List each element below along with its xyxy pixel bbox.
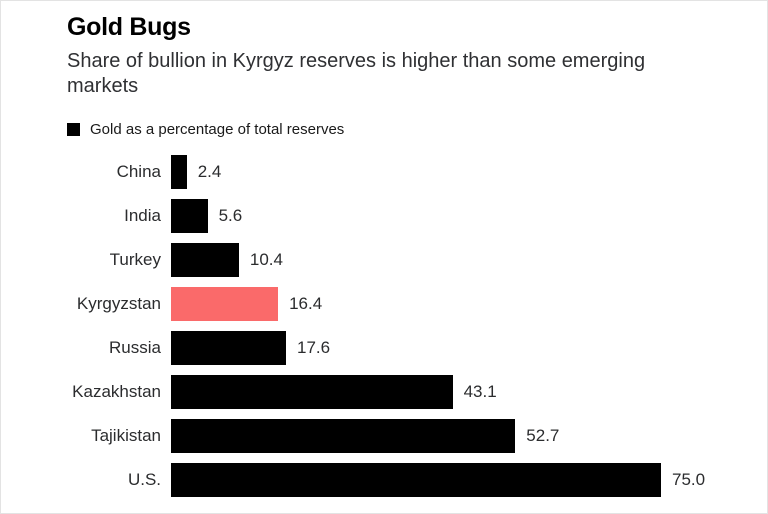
bar-chart: China 2.4 India 5.6 Turkey 10.4 Kyrgyzstan 16.4…: [67, 150, 767, 502]
value-label: 52.7: [526, 426, 560, 445]
value-label: 17.6: [297, 338, 331, 357]
bar: [171, 331, 286, 365]
category-label: Turkey: [109, 250, 161, 269]
bar: [171, 463, 661, 497]
bar: [171, 375, 453, 409]
value-label: 10.4: [249, 250, 283, 269]
category-label: Kazakhstan: [72, 382, 161, 401]
bar-row: Russia 17.6: [67, 326, 767, 370]
category-label: India: [124, 206, 161, 225]
bar-row: Turkey 10.4: [67, 238, 767, 282]
value-label: 16.4: [289, 294, 323, 313]
category-label: U.S.: [127, 470, 161, 489]
bar-row: U.S. 75.0: [67, 458, 767, 502]
value-label: 75.0: [672, 470, 706, 489]
chart-subtitle: Share of bullion in Kyrgyz reserves is h…: [67, 50, 646, 97]
bar-row: India 5.6: [67, 194, 767, 238]
bar: [171, 287, 279, 321]
bar: [171, 155, 187, 189]
bar: [171, 199, 208, 233]
category-label: Tajikistan: [91, 426, 161, 445]
bar-row: Kazakhstan 43.1: [67, 370, 767, 414]
bar-row: China 2.4: [67, 150, 767, 194]
bar: [171, 243, 239, 277]
legend-swatch-icon: [67, 123, 80, 136]
category-label: Kyrgyzstan: [76, 294, 161, 313]
legend-label: Gold as a percentage of total reserves: [90, 121, 345, 138]
value-label: 5.6: [218, 206, 243, 225]
chart-card: Gold Bugs Share of bullion in Kyrgyz res…: [1, 1, 767, 502]
category-label: China: [116, 162, 161, 181]
bar-row: Kyrgyzstan 16.4: [67, 282, 767, 326]
bar-row: Tajikistan 52.7: [67, 414, 767, 458]
bar: [171, 419, 516, 453]
value-label: 2.4: [197, 162, 222, 181]
category-label: Russia: [109, 338, 161, 357]
value-label: 43.1: [463, 382, 497, 401]
chart-title: Gold Bugs: [67, 13, 191, 41]
legend: Gold as a percentage of total reserves: [67, 121, 767, 138]
